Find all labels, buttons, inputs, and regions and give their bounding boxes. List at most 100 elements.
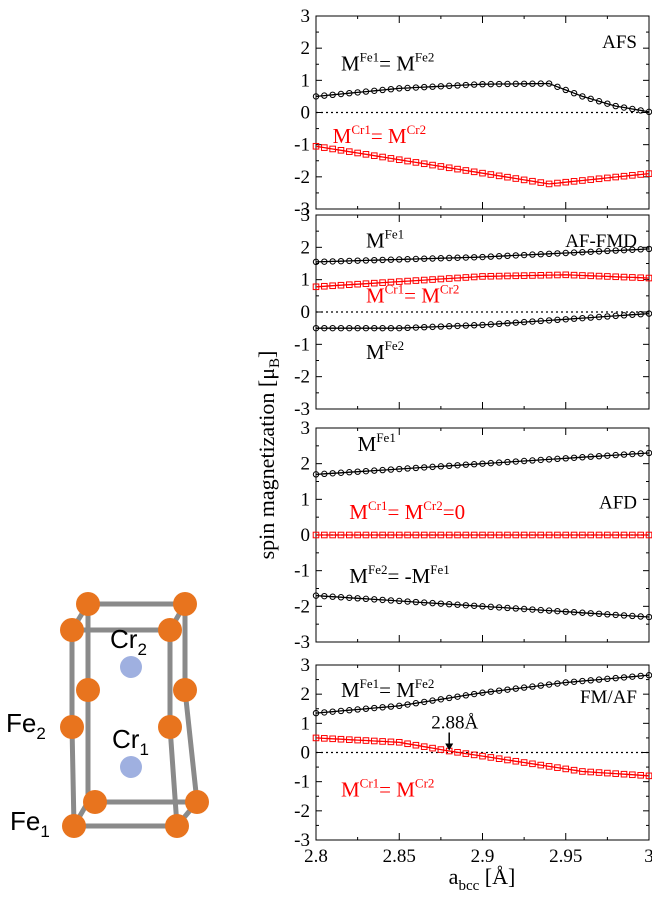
data-point [454,531,461,539]
data-point [395,531,403,539]
y-tick-label: 0 [301,525,311,546]
data-point [312,283,320,291]
data-point [462,461,470,468]
data-point [529,177,536,185]
data-point [612,451,619,459]
data-point [487,80,495,88]
data-point [529,80,536,87]
data-point [529,251,536,258]
data-point [454,274,461,282]
data-point [529,318,536,325]
data-point [429,531,436,539]
data-point [495,172,503,180]
data-point [412,700,420,707]
data-point [487,688,495,695]
data-point [421,698,428,706]
data-point [421,323,428,331]
data-point [529,606,536,613]
data-point [462,274,470,281]
data-point [554,179,561,187]
data-point [479,689,486,696]
data-point [446,462,453,470]
y-tick-label: -3 [294,399,310,420]
data-point [629,105,636,113]
data-point [562,271,570,279]
data-point [470,531,478,539]
data-point [362,737,370,744]
y-tick-label: 3 [301,6,311,27]
series-annotation: MFe1 [358,430,396,456]
y-tick-label: -3 [294,199,310,220]
data-point [562,178,570,186]
data-point [504,80,511,88]
data-point [446,82,453,90]
data-point [620,674,628,681]
data-point [379,256,386,264]
data-point [321,531,328,539]
data-point [520,176,528,184]
data-point [337,707,345,715]
data-point [504,252,511,260]
y-tick-label: 2 [301,684,311,705]
data-point [462,602,470,609]
data-point [570,531,578,539]
data-point [437,255,445,262]
crystal-structure-illustration: Cr2 Cr1 Fe2 Fe1 [6,592,209,841]
data-point [504,272,511,280]
arrow-label: 2.88Å [431,713,478,734]
data-point [362,531,370,539]
fe-atom [83,790,107,814]
data-point [579,454,586,461]
data-point [346,736,353,743]
data-point [579,93,586,100]
fe-atom [62,814,86,838]
data-point [479,531,486,539]
data-point [429,161,436,169]
data-point [321,92,328,99]
chart-panel: 3 2 1 0 -1 -2 -3 AF-FMD MFe1 MCr1= MCr2 MFe2 [294,205,652,420]
data-point [487,171,495,178]
data-point [362,88,370,95]
data-point [487,531,495,539]
data-point [329,735,336,743]
data-point [604,531,611,539]
fe-atom [60,715,84,739]
data-point [479,273,486,280]
data-point [595,175,603,183]
data-point [512,531,520,539]
data-point [396,465,403,473]
arrow-head [445,743,454,751]
data-point [437,463,445,470]
data-point [554,83,561,90]
data-point [495,80,503,88]
data-point [554,455,561,463]
data-point [629,673,636,680]
y-tick-label: -2 [294,596,310,617]
series-annotation: MFe1 [366,226,404,252]
data-point [437,323,445,330]
data-point [329,258,336,265]
data-point [321,258,328,265]
data-point [454,322,461,330]
data-point [570,249,578,256]
data-point [620,612,628,619]
data-point [612,247,619,254]
data-point [470,751,478,759]
data-point [446,694,453,702]
crystal-label-cr2: Cr2 [110,624,147,659]
data-point [545,531,553,539]
data-point [637,450,644,457]
data-point [321,324,328,332]
data-point [570,678,578,685]
data-point [629,311,636,318]
data-point [529,683,536,690]
series-annotation: MFe1= MFe2 [341,676,434,702]
data-point [612,273,620,281]
data-point [346,324,353,332]
data-point [446,323,453,330]
data-point [421,464,428,471]
data-point [329,593,336,600]
data-point [404,324,411,332]
series-line [316,312,650,329]
data-point [379,153,386,161]
